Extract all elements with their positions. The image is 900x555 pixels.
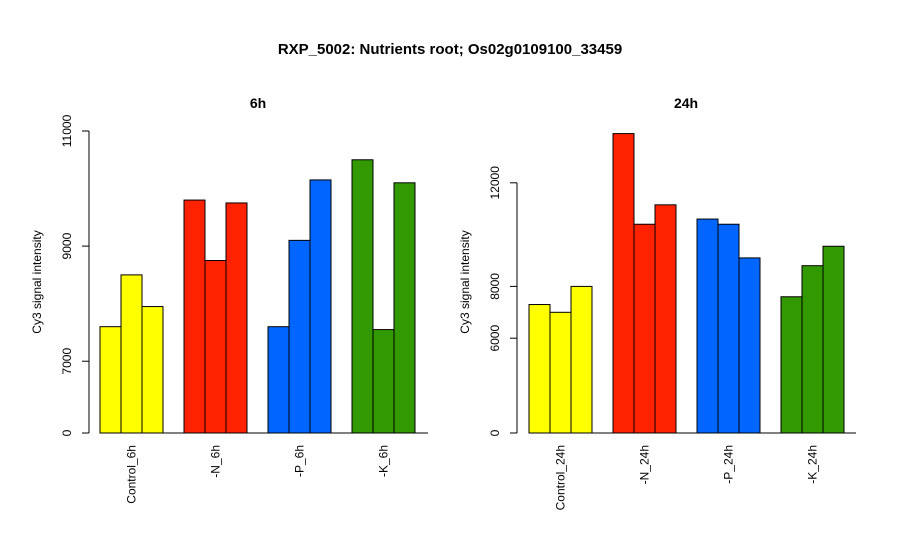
y-tick-label-24h-6000: 6000 bbox=[488, 325, 502, 352]
bar--K_24h-2 bbox=[801, 265, 824, 434]
panel-title-24h: 24h bbox=[674, 95, 698, 111]
bar-Control_6h-1 bbox=[99, 326, 122, 434]
x-tick-label--N_6h: -N_6h bbox=[209, 445, 223, 478]
bar--K_24h-3 bbox=[822, 245, 845, 434]
x-tick-label--N_24h: -N_24h bbox=[638, 445, 652, 484]
bar-Control_24h-3 bbox=[570, 285, 593, 434]
bar--N_24h-2 bbox=[633, 223, 656, 434]
x-tick-label--K_6h: -K_6h bbox=[377, 445, 391, 477]
x-tick-label--K_24h: -K_24h bbox=[806, 445, 820, 484]
bar-Control_24h-2 bbox=[549, 311, 572, 434]
bar--P_6h-1 bbox=[267, 326, 290, 434]
bar--P_6h-3 bbox=[309, 179, 332, 434]
bar--N_6h-3 bbox=[225, 202, 248, 434]
bar--N_24h-3 bbox=[654, 204, 677, 434]
bar--K_6h-3 bbox=[393, 182, 416, 434]
y-tick-label-6h-11000: 11000 bbox=[60, 114, 74, 147]
x-tick-label-Control_24h: Control_24h bbox=[554, 445, 568, 510]
y-axis-label-24h: Cy3 signal intensity bbox=[458, 230, 472, 333]
y-tick-label-24h-8000: 8000 bbox=[488, 273, 502, 300]
bar-Control_6h-3 bbox=[141, 306, 164, 434]
y-axis-label-6h: Cy3 signal intensity bbox=[30, 230, 44, 333]
bar--P_24h-3 bbox=[738, 257, 761, 434]
bar--K_6h-1 bbox=[351, 159, 374, 434]
x-tick-label--P_24h: -P_24h bbox=[722, 445, 736, 484]
bar--K_24h-1 bbox=[780, 296, 803, 434]
y-tick-label-6h-0: 0 bbox=[60, 429, 74, 436]
y-tick-label-6h-7000: 7000 bbox=[60, 348, 74, 375]
panel-title-6h: 6h bbox=[250, 95, 266, 111]
panel-24h: 24h Cy3 signal intensity Control_24h -N_2… bbox=[458, 95, 856, 510]
y-tick-label-24h-12000: 12000 bbox=[488, 166, 502, 200]
panel-6h: 6h Cy3 signal intensity Control_6h -N_6h -… bbox=[30, 95, 428, 504]
x-tick-label--P_6h: -P_6h bbox=[293, 445, 307, 477]
bar--N_6h-2 bbox=[204, 260, 227, 434]
bar--P_24h-2 bbox=[717, 223, 740, 434]
bar--P_24h-1 bbox=[696, 218, 719, 434]
y-tick-label-24h-0: 0 bbox=[488, 429, 502, 436]
bar-Control_6h-2 bbox=[120, 274, 143, 434]
bar-Control_24h-1 bbox=[528, 304, 551, 434]
x-tick-label-Control_6h: Control_6h bbox=[125, 445, 139, 504]
bar--K_6h-2 bbox=[372, 329, 395, 434]
bar--N_24h-1 bbox=[612, 133, 635, 434]
figure-title: RXP_5002: Nutrients root; Os02g0109100_3… bbox=[278, 41, 622, 58]
bar--N_6h-1 bbox=[183, 199, 206, 434]
bar--P_6h-2 bbox=[288, 239, 311, 434]
y-tick-label-6h-9000: 9000 bbox=[60, 232, 74, 259]
